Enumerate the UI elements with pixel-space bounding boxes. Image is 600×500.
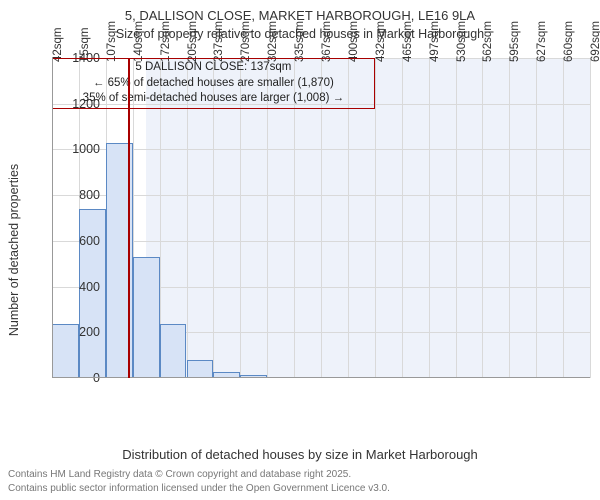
x-tick-label: 107sqm — [106, 21, 118, 62]
x-tick-label: 627sqm — [536, 21, 548, 62]
y-axis-line — [52, 58, 53, 378]
x-tick-label: 530sqm — [456, 21, 468, 62]
histogram-bar[interactable] — [133, 257, 160, 378]
x-axis-line — [52, 377, 590, 378]
x-tick-label: 205sqm — [187, 21, 199, 62]
x-tick-label: 562sqm — [482, 21, 494, 62]
property-annotation-box[interactable]: 5 DALLISON CLOSE: 137sqm ← 65% of detach… — [52, 58, 375, 109]
x-tick-label: 172sqm — [160, 21, 172, 62]
histogram-bar[interactable] — [160, 324, 187, 378]
x-tick-label: 432sqm — [375, 21, 387, 62]
gridline-v — [590, 58, 591, 378]
gridline-v — [509, 58, 510, 378]
x-tick-label: 335sqm — [294, 21, 306, 62]
gridline-v — [563, 58, 564, 378]
x-axis-label: Distribution of detached houses by size … — [122, 447, 478, 462]
y-tick-label: 600 — [60, 234, 100, 248]
y-tick-label: 0 — [60, 371, 100, 385]
x-tick-label: 497sqm — [429, 21, 441, 62]
annotation-line1: 5 DALLISON CLOSE: 137sqm — [55, 60, 372, 76]
annotation-line2: ← 65% of detached houses are smaller (1,… — [55, 76, 372, 92]
gridline-v — [429, 58, 430, 378]
footer-line2: Contains public sector information licen… — [8, 482, 390, 496]
annotation-line3: 35% of semi-detached houses are larger (… — [55, 91, 372, 107]
y-tick-label: 1000 — [60, 142, 100, 156]
chart-container: 5, DALLISON CLOSE, MARKET HARBOROUGH, LE… — [0, 0, 600, 500]
x-tick-label: 302sqm — [267, 21, 279, 62]
gridline-v — [482, 58, 483, 378]
x-tick-label: 140sqm — [133, 21, 145, 62]
footer-line1: Contains HM Land Registry data © Crown c… — [8, 468, 390, 482]
y-tick-label: 400 — [60, 280, 100, 294]
property-marker-line[interactable] — [128, 58, 130, 378]
x-tick-label: 400sqm — [348, 21, 360, 62]
chart-footer: Contains HM Land Registry data © Crown c… — [8, 468, 390, 496]
y-axis-label: Number of detached properties — [7, 164, 21, 336]
histogram-bar[interactable] — [187, 360, 214, 378]
x-tick-label: 465sqm — [402, 21, 414, 62]
gridline-v — [536, 58, 537, 378]
gridline-v — [402, 58, 403, 378]
x-tick-label: 75sqm — [79, 27, 91, 62]
x-tick-label: 42sqm — [52, 27, 64, 62]
x-tick-label: 692sqm — [590, 21, 600, 62]
x-tick-label: 270sqm — [240, 21, 252, 62]
y-tick-label: 800 — [60, 188, 100, 202]
x-tick-label: 660sqm — [563, 21, 575, 62]
gridline-v — [456, 58, 457, 378]
x-tick-label: 237sqm — [213, 21, 225, 62]
x-tick-label: 595sqm — [509, 21, 521, 62]
x-tick-label: 367sqm — [321, 21, 333, 62]
plot-area: 0 200 400 600 800 1000 1200 1400 42sqm 7… — [52, 58, 590, 378]
gridline-v — [375, 58, 376, 378]
y-tick-label: 200 — [60, 325, 100, 339]
